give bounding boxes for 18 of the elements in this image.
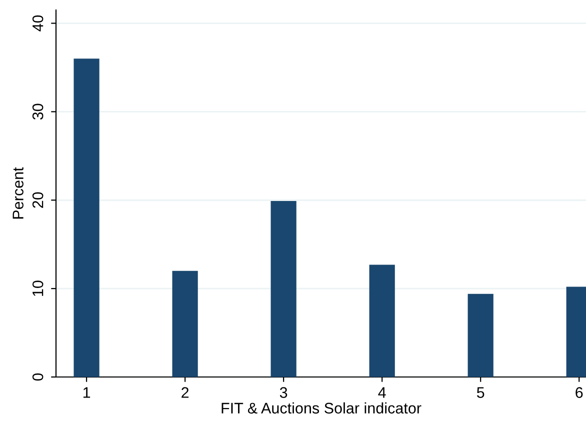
y-tick-label: 30 [32, 104, 44, 120]
x-axis-title: FIT & Auctions Solar indicator [222, 402, 422, 414]
x-tick-label: 1 [83, 387, 90, 398]
bar [74, 58, 100, 377]
y-tick-label: 40 [32, 15, 44, 32]
bar [369, 264, 395, 377]
x-tick-label: 4 [378, 387, 386, 398]
x-tick-label: 3 [280, 387, 288, 398]
bar [468, 294, 494, 377]
x-tick-label: 5 [476, 387, 484, 398]
y-tick-label: 20 [32, 192, 44, 208]
bar [270, 201, 296, 377]
y-tick-label: 0 [32, 373, 44, 381]
x-tick-label: 6 [576, 387, 583, 398]
x-tick-label: 2 [182, 387, 189, 398]
y-tick-label: 10 [32, 280, 44, 296]
y-axis-title: Percent [12, 167, 24, 219]
bar [172, 270, 198, 377]
